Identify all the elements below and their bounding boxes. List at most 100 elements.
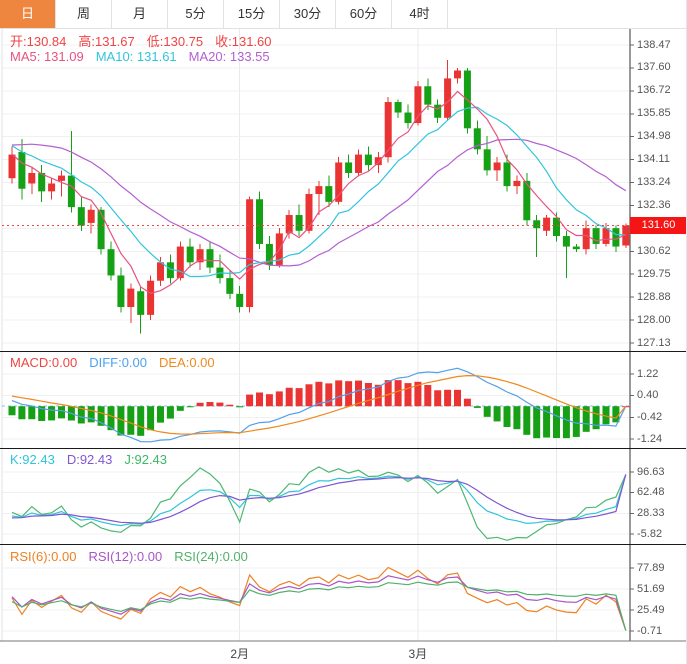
axis-tick-label: 132.36 [637, 199, 671, 212]
legend-item: K:92.43 [10, 452, 55, 467]
tab-月[interactable]: 月 [112, 0, 168, 28]
legend-item: DEA:0.00 [159, 355, 215, 370]
candle-body [434, 104, 442, 118]
macd-bar [562, 406, 570, 439]
candle-body [533, 220, 541, 229]
candle-body [38, 172, 46, 192]
candle-body [107, 249, 115, 276]
tab-30分[interactable]: 30分 [280, 0, 336, 28]
candle-body [394, 102, 402, 113]
macd-bar [176, 406, 184, 411]
legend-item: 开:130.84 [10, 34, 67, 49]
candle-body [285, 215, 293, 234]
candle-body [454, 70, 461, 79]
candle-body [553, 217, 560, 237]
macd-bar [463, 398, 471, 407]
candle-body [315, 186, 323, 194]
candle-body [444, 78, 452, 118]
axis-tick-label: 136.72 [637, 84, 671, 97]
macd-bar [18, 406, 26, 420]
axis-tick-label: 1.22 [637, 367, 659, 380]
candle-body [562, 236, 570, 247]
candle-body [355, 154, 362, 173]
tab-4时[interactable]: 4时 [392, 0, 448, 28]
legend-item: 收:131.60 [215, 34, 272, 49]
macd-bar [127, 406, 135, 435]
macd-bar [523, 406, 531, 435]
macd-bar [285, 387, 293, 407]
macd-bar [503, 406, 511, 428]
legend-item: MA20: 133.55 [188, 49, 270, 64]
candle-body [265, 243, 273, 265]
legend-item: DIFF:0.00 [89, 355, 147, 370]
candle-body [384, 102, 392, 158]
j-line [11, 466, 627, 541]
tab-60分[interactable]: 60分 [336, 0, 392, 28]
axis-tick-label: 0.40 [637, 389, 659, 402]
macd-bar [404, 383, 412, 407]
candle-body [325, 186, 333, 202]
macd-bar [483, 406, 491, 417]
x-axis-month-label: 2月 [230, 647, 250, 661]
macd-bar [157, 406, 164, 423]
candle-body [404, 112, 412, 124]
candle-body [226, 278, 234, 294]
candle-body [246, 199, 254, 307]
candle-body [295, 215, 303, 231]
macd-bar [196, 402, 204, 407]
macd-bar [364, 382, 372, 407]
axis-tick-label: 130.62 [637, 244, 671, 257]
macd-bar [38, 406, 46, 422]
macd-bar [265, 394, 273, 407]
axis-tick-label: 62.48 [637, 486, 665, 499]
axis-tick-label: 134.11 [637, 153, 670, 166]
candle-body [622, 225, 630, 246]
macd-bar [572, 406, 580, 437]
axis-tick-label: -1.24 [637, 432, 663, 445]
macd-bar [582, 406, 590, 432]
macd-bar [355, 380, 362, 407]
macd-bar [226, 404, 234, 407]
axis-tick-label: 128.88 [637, 290, 671, 303]
axis-tick-label: -5.82 [637, 527, 663, 540]
candle-body [493, 162, 501, 171]
candle-body [364, 154, 372, 166]
macd-bar [275, 391, 283, 407]
candle-body [157, 262, 164, 281]
candle-body [8, 154, 16, 179]
tab-5分[interactable]: 5分 [168, 0, 224, 28]
candle-body [137, 291, 145, 315]
candle-body [87, 209, 95, 223]
axis-tick-label: 137.60 [637, 61, 671, 74]
candle-body [483, 149, 491, 171]
tab-15分[interactable]: 15分 [224, 0, 280, 28]
candle-body [592, 228, 600, 244]
legend-item: RSI(24):0.00 [174, 549, 248, 564]
candle-body [523, 180, 531, 221]
macd-bar [493, 406, 501, 422]
macd-bar [454, 389, 461, 407]
rsi-legend: RSI(6):0.00 RSI(12):0.00 RSI(24):0.00 [10, 549, 260, 564]
axis-tick-label: 135.85 [637, 107, 671, 120]
macd-bar [444, 389, 452, 407]
macd-bar [236, 406, 244, 408]
macd-bar [246, 394, 254, 407]
candle-body [305, 194, 313, 231]
x-axis-month-label: 3月 [408, 647, 428, 661]
diff-line [11, 367, 627, 443]
candle-body [28, 172, 36, 184]
macd-bar [107, 406, 115, 431]
legend-item: 低:130.75 [146, 34, 204, 49]
macd-bar [147, 406, 155, 431]
axis-tick-label: 133.24 [637, 175, 671, 188]
axis-tick-label: 134.98 [637, 130, 671, 143]
axis-tick-label: 51.69 [637, 582, 665, 595]
macd-bar [394, 380, 402, 407]
legend-item: MA10: 131.61 [95, 49, 177, 64]
tab-日[interactable]: 日 [0, 0, 56, 28]
macd-bar [374, 384, 382, 407]
tab-周[interactable]: 周 [56, 0, 112, 28]
candle-body [176, 246, 184, 279]
macd-bar [612, 406, 620, 423]
